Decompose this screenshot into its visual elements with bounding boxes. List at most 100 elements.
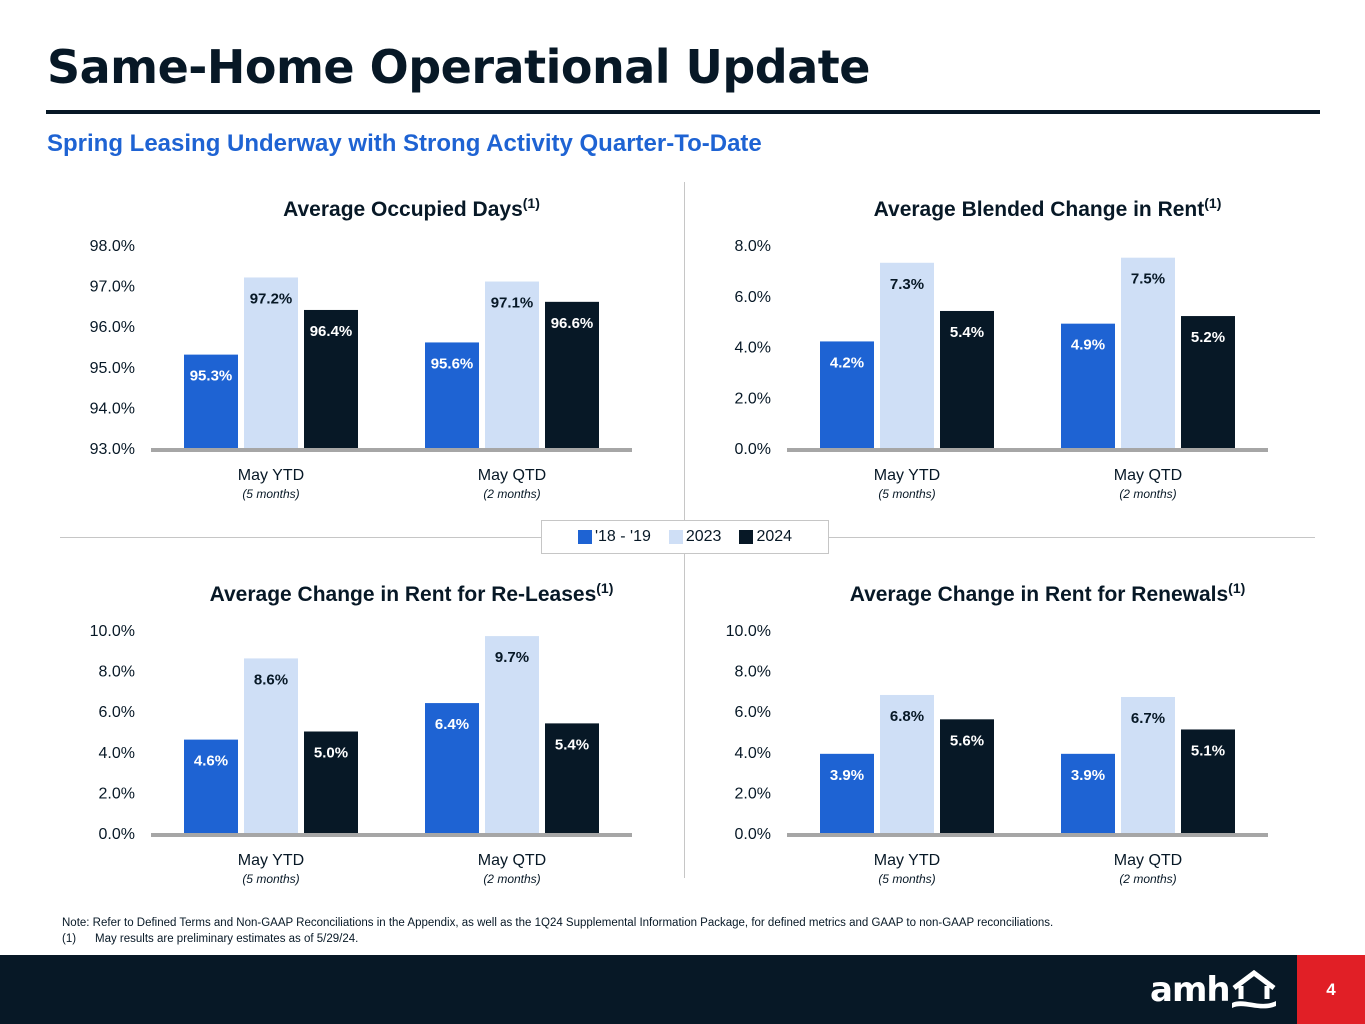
data-label: 9.7%	[495, 649, 529, 666]
bar-2023-0	[244, 658, 298, 833]
legend-item-2018-19: '18 - '19	[577, 528, 651, 546]
y-tick-label: 2.0%	[735, 785, 771, 802]
note-text: Note: Refer to Defined Terms and Non-GAA…	[62, 917, 1054, 929]
bar-2023-0	[880, 694, 934, 833]
y-tick-label: 8.0%	[735, 664, 771, 681]
legend-label: '18 - '19	[594, 528, 651, 545]
bar-1819-1	[425, 703, 479, 833]
footnote-1: (1) May results are preliminary estimates…	[62, 931, 1053, 947]
data-label: 4.6%	[194, 753, 228, 770]
chart-svg: Average Blended Change in Rent(1) 0.0% 2.0…	[735, 195, 1268, 501]
x-category-label: May QTD	[1114, 852, 1182, 869]
bar-2023-1	[1121, 696, 1175, 833]
bar-2024-0	[304, 309, 358, 448]
chart-title-superscript: (1)	[596, 580, 613, 596]
data-label: 3.9%	[1071, 767, 1105, 784]
legend-item-2024: 2024	[739, 528, 792, 546]
y-tick-label: 10.0%	[90, 623, 135, 640]
bar-2023-0	[880, 262, 934, 448]
x-category-label: May QTD	[478, 467, 546, 484]
data-label: 96.6%	[551, 315, 594, 332]
x-category-label: May QTD	[1114, 467, 1182, 484]
y-tick-label: 98.0%	[90, 238, 135, 255]
bar-1819-1	[1061, 753, 1115, 833]
x-category-label: May YTD	[238, 467, 304, 484]
data-label: 6.7%	[1131, 710, 1165, 727]
legend-item-2023: 2023	[668, 528, 722, 546]
chart-title-superscript: (1)	[1228, 580, 1245, 596]
legend-label: 2023	[685, 528, 722, 545]
y-tick-label: 94.0%	[90, 400, 135, 417]
bar-2023-1	[485, 636, 539, 833]
data-label: 5.0%	[314, 745, 348, 762]
y-tick-label: 8.0%	[735, 238, 771, 255]
x-axis-line	[787, 833, 1268, 837]
data-label: 4.2%	[830, 354, 864, 371]
company-logo: amh	[1150, 968, 1278, 1012]
x-category-label: May YTD	[874, 467, 940, 484]
page-number: 4	[1297, 955, 1365, 1024]
bar-1819-0	[184, 739, 238, 833]
data-label: 5.2%	[1191, 329, 1225, 346]
data-label: 5.1%	[1191, 742, 1225, 759]
y-tick-label: 96.0%	[90, 319, 135, 336]
data-label: 97.2%	[250, 290, 293, 307]
x-category-sublabel: (5 months)	[878, 872, 935, 886]
x-category-sublabel: (5 months)	[878, 487, 935, 501]
x-category-sublabel: (5 months)	[242, 872, 299, 886]
y-tick-label: 95.0%	[90, 360, 135, 377]
page-subtitle: Spring Leasing Underway with Strong Acti…	[47, 130, 762, 157]
chart-title-text: Average Blended Change in Rent	[874, 198, 1205, 221]
x-category-label: May YTD	[238, 852, 304, 869]
data-label: 6.4%	[435, 716, 469, 733]
chart-title: Average Blended Change in Rent(1)	[874, 195, 1222, 221]
bar-1819-0	[820, 341, 874, 448]
data-label: 5.6%	[950, 732, 984, 749]
y-tick-label: 0.0%	[735, 826, 771, 843]
data-label: 5.4%	[555, 736, 589, 753]
legend-label: 2024	[756, 528, 793, 545]
data-label: 4.9%	[1071, 337, 1105, 354]
logo-text: amh	[1150, 970, 1231, 1010]
chart-title-text: Average Change in Rent for Renewals	[850, 583, 1228, 606]
y-tick-label: 4.0%	[735, 340, 771, 357]
x-category-sublabel: (2 months)	[483, 487, 540, 501]
bar-2023-1	[485, 281, 539, 448]
data-label: 3.9%	[830, 767, 864, 784]
footnotes: Note: Refer to Defined Terms and Non-GAA…	[62, 915, 1053, 947]
bar-1819-1	[1061, 323, 1115, 448]
chart-svg: Average Change in Rent for Re-Leases(1) 0…	[90, 580, 632, 886]
chart-blended-rent: Average Blended Change in Rent(1) 0.0% 2.0…	[696, 186, 1316, 506]
chart-svg: Average Occupied Days(1) 93.0% 94.0% 95.0% 9…	[90, 195, 632, 501]
legend-swatch	[668, 530, 683, 544]
data-label: 95.6%	[431, 355, 474, 372]
footnote-text: May results are preliminary estimates as…	[95, 933, 359, 945]
data-label: 8.6%	[254, 671, 288, 688]
y-tick-label: 2.0%	[735, 390, 771, 407]
data-label: 7.3%	[890, 276, 924, 293]
legend-swatch	[577, 530, 592, 544]
page-title: Same-Home Operational Update	[47, 40, 870, 94]
chart-title: Average Occupied Days(1)	[283, 195, 540, 221]
x-category-sublabel: (2 months)	[1119, 487, 1176, 501]
chart-svg: Average Change in Rent for Renewals(1) 0.…	[726, 580, 1268, 886]
y-tick-label: 8.0%	[99, 664, 135, 681]
data-label: 5.4%	[950, 324, 984, 341]
legend-swatch	[739, 530, 754, 544]
data-label: 6.8%	[890, 708, 924, 725]
bar-2024-0	[940, 310, 994, 448]
bar-2024-1	[545, 301, 599, 448]
x-category-label: May QTD	[478, 852, 546, 869]
data-label: 97.1%	[491, 295, 534, 312]
x-axis-line	[787, 448, 1268, 452]
x-category-sublabel: (2 months)	[1119, 872, 1176, 886]
x-category-sublabel: (5 months)	[242, 487, 299, 501]
x-category-sublabel: (2 months)	[483, 872, 540, 886]
x-category-label: May YTD	[874, 852, 940, 869]
y-tick-label: 97.0%	[90, 279, 135, 296]
chart-title-text: Average Change in Rent for Re-Leases	[210, 583, 597, 606]
bar-2024-0	[304, 731, 358, 833]
bar-1819-0	[184, 354, 238, 448]
y-tick-label: 93.0%	[90, 441, 135, 458]
chart-title-superscript: (1)	[523, 195, 540, 211]
